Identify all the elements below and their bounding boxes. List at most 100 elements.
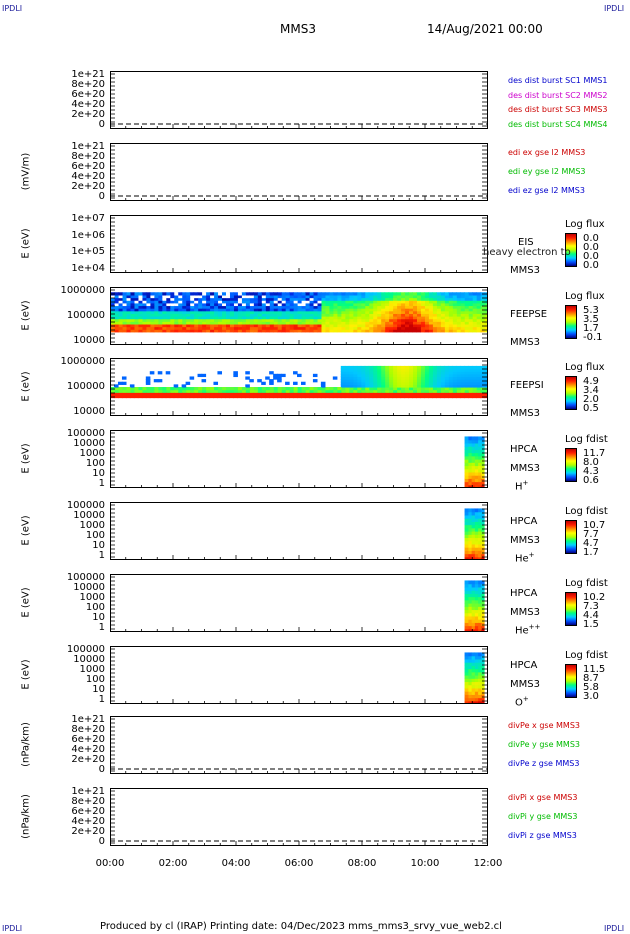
spectrogram-cell — [141, 305, 147, 309]
spectrogram-cell — [372, 300, 378, 304]
spectrogram-cell — [312, 321, 318, 325]
spectrogram-cell — [285, 326, 290, 330]
spectrogram-cell — [412, 379, 417, 383]
panel-6-instrument-label: MMS3 — [510, 463, 540, 474]
spectrogram-cell — [474, 518, 479, 522]
spectrogram-cell — [424, 302, 429, 307]
spectrogram-cell — [169, 323, 175, 328]
spectrogram-cell — [300, 292, 306, 296]
spectrogram-cell — [368, 292, 374, 296]
spectrogram-cell — [245, 329, 250, 333]
panel-8 — [110, 574, 488, 632]
spectrogram-cell — [161, 292, 167, 296]
spectrogram-cell — [477, 603, 482, 607]
spectrogram-cell — [229, 297, 234, 301]
spectrogram-cell — [460, 316, 465, 320]
spectrogram-cell — [205, 387, 211, 391]
spectrogram-cell — [265, 392, 270, 396]
spectrogram-cell — [113, 389, 119, 393]
spectrogram-cell — [237, 292, 242, 296]
spectrogram-cell — [289, 305, 294, 309]
legend-entry: divPe z gse MMS3 — [508, 759, 580, 768]
spectrogram-cell — [480, 527, 485, 532]
spectrogram-cell — [356, 392, 362, 396]
spectrogram-cell — [133, 329, 139, 333]
panel-2-ytick: 4e+20 — [71, 171, 105, 182]
spectrogram-cell — [424, 294, 429, 299]
spectrogram-cell — [189, 321, 195, 325]
spectrogram-cell — [245, 394, 250, 399]
spectrogram-cell — [201, 310, 207, 314]
spectrogram-cell — [300, 294, 306, 299]
spectrogram-cell — [400, 389, 406, 393]
spectrogram-cell — [384, 292, 390, 296]
spectrogram-cell — [484, 394, 487, 399]
spectrogram-cell — [412, 387, 417, 391]
spectrogram-cell — [440, 297, 445, 301]
panel-7-ytick: 100 — [85, 530, 105, 541]
spectrogram-cell — [471, 655, 475, 660]
spectrogram-cell — [249, 292, 254, 296]
spectrogram-cell — [229, 313, 234, 317]
spectrogram-cell — [471, 442, 475, 447]
spectrogram-cell — [233, 310, 238, 314]
spectrogram-cell — [113, 305, 119, 309]
spectrogram-cell — [348, 294, 354, 299]
spectrogram-cell — [416, 373, 421, 378]
panel-9-ytick: 100 — [85, 674, 105, 685]
spectrogram-cell — [464, 471, 469, 476]
spectrogram-cell — [308, 392, 314, 396]
spectrogram-cell — [476, 292, 481, 296]
spectrogram-cell — [384, 297, 390, 301]
spectrogram-cell — [474, 465, 479, 470]
spectrogram-cell — [464, 590, 469, 594]
spectrogram-cell — [300, 389, 306, 393]
spectrogram-cell — [161, 305, 167, 309]
spectrogram-cell — [424, 300, 429, 304]
panel-3-instrument-label: MMS3 — [510, 265, 540, 276]
spectrogram-cell — [281, 310, 286, 314]
spectrogram-cell — [340, 302, 346, 307]
spectrogram-cell — [388, 308, 394, 312]
spectrogram-cell — [471, 619, 475, 623]
spectrogram-cell — [472, 365, 477, 370]
spectrogram-cell — [320, 381, 326, 385]
spectrogram-cell — [360, 326, 366, 330]
spectrogram-cell — [245, 318, 250, 322]
spectrogram-cell — [480, 381, 485, 385]
spectrogram-cell — [471, 583, 475, 588]
spectrogram-cell — [472, 318, 477, 322]
spectrogram-cell — [412, 321, 417, 325]
spectrogram-cell — [237, 318, 242, 322]
spectrogram-cell — [173, 326, 179, 330]
spectrogram-cell — [344, 313, 350, 317]
spectrogram-cell — [340, 368, 346, 372]
spectrogram-cell — [467, 593, 472, 598]
spectrogram-cell — [336, 394, 342, 399]
spectrogram-cell — [468, 389, 473, 393]
spectrogram-cell — [300, 305, 306, 309]
spectrogram-cell — [474, 521, 479, 526]
spectrogram-cell — [193, 318, 199, 322]
spectrogram-cell — [448, 321, 453, 325]
spectrogram-cell — [480, 652, 485, 657]
spectrogram-cell — [408, 305, 413, 309]
spectrogram-cell — [440, 300, 445, 304]
spectrogram-cell — [400, 300, 406, 304]
spectrogram-cell — [436, 371, 441, 375]
spectrogram-cell — [269, 300, 274, 304]
spectrogram-cell — [324, 316, 330, 320]
spectrogram-cell — [432, 387, 437, 391]
spectrogram-cell — [432, 365, 437, 370]
spectrogram-cell — [484, 389, 487, 393]
spectrogram-cell — [356, 376, 362, 380]
spectrogram-cell — [165, 323, 171, 328]
spectrogram-cell — [348, 389, 354, 393]
spectrogram-cell — [177, 326, 183, 330]
spectrogram-cell — [432, 308, 437, 312]
spectrogram-cell — [328, 300, 334, 304]
spectrogram-cell — [356, 389, 362, 393]
spectrogram-cell — [241, 297, 246, 301]
spectrogram-cell — [444, 365, 449, 370]
spectrogram-cell — [249, 302, 254, 307]
